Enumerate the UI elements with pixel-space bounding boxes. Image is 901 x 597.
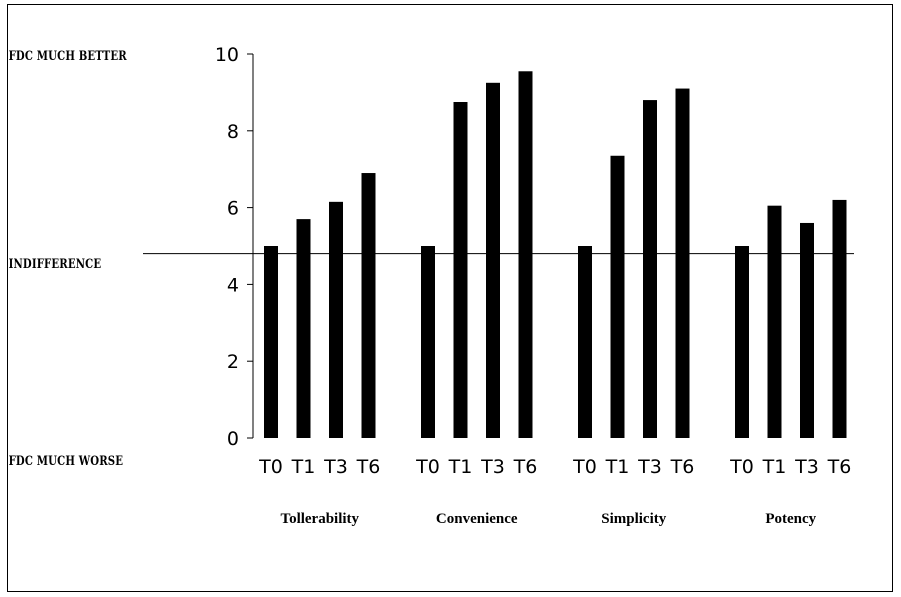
x-tick-label: T6 xyxy=(670,456,695,478)
bar xyxy=(453,102,468,438)
x-tick-label: T1 xyxy=(605,456,630,478)
y-tick-label: 2 xyxy=(227,351,239,373)
x-tick-label: T3 xyxy=(480,456,505,478)
bar xyxy=(832,199,847,438)
x-tick-label: T6 xyxy=(513,456,538,478)
bar xyxy=(264,246,278,438)
bar xyxy=(767,205,782,438)
bar xyxy=(486,82,500,439)
x-labels-layer: T0 T1 T3 T6 Tollerability T0 T1 T3 T6 Convenience… xyxy=(258,456,851,527)
y-tick-label: 0 xyxy=(227,428,239,450)
bar xyxy=(800,222,814,438)
category-label: Convenience xyxy=(436,511,518,527)
annotation-indifference: INDIFFERENCE xyxy=(9,256,102,272)
bar xyxy=(735,246,749,438)
x-tick-label: T0 xyxy=(415,456,440,478)
x-tick-label: T0 xyxy=(258,456,283,478)
annotation-bottom: FDC MUCH WORSE xyxy=(9,453,124,469)
bar xyxy=(578,246,592,438)
y-tick-label: 10 xyxy=(215,44,239,66)
bar xyxy=(675,88,690,438)
bar xyxy=(518,71,533,438)
bar xyxy=(329,201,343,438)
x-tick-label: T3 xyxy=(637,456,662,478)
y-axis: 0 2 4 6 8 10 xyxy=(215,44,254,450)
bar xyxy=(610,155,625,438)
x-tick-label: T0 xyxy=(572,456,597,478)
category-label: Simplicity xyxy=(601,511,667,527)
x-tick-label: T3 xyxy=(323,456,348,478)
x-tick-label: T0 xyxy=(729,456,754,478)
x-tick-label: T3 xyxy=(794,456,819,478)
y-tick-label: 6 xyxy=(227,198,239,220)
x-tick-label: T6 xyxy=(356,456,381,478)
category-label: Potency xyxy=(765,511,816,527)
bar xyxy=(296,219,311,438)
annotation-top: FDC MUCH BETTER xyxy=(9,48,127,64)
y-tick-label: 4 xyxy=(227,274,239,296)
x-tick-label: T1 xyxy=(291,456,316,478)
x-tick-label: T1 xyxy=(762,456,787,478)
bar xyxy=(421,246,435,438)
y-tick-label: 8 xyxy=(227,121,239,143)
category-label: Tollerability xyxy=(280,511,359,527)
bar xyxy=(643,100,657,438)
x-tick-label: T1 xyxy=(448,456,473,478)
x-tick-label: T6 xyxy=(827,456,852,478)
bars-layer xyxy=(264,71,847,439)
bar xyxy=(361,173,376,439)
